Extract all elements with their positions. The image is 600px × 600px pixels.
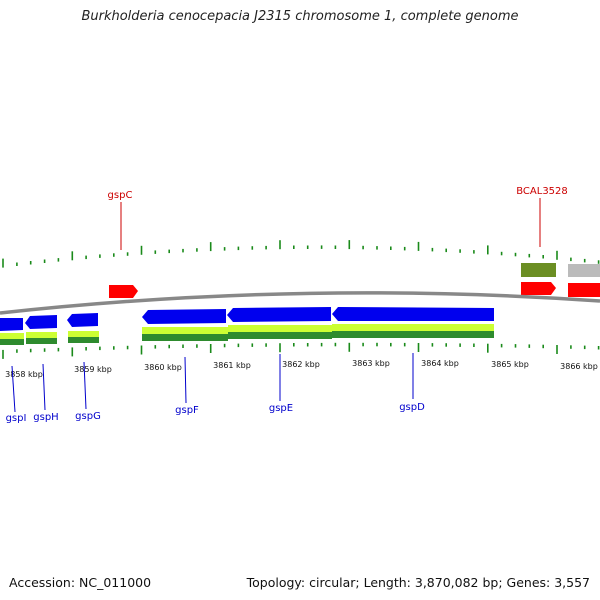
map-title: Burkholderia cenocepacia J2315 chromosom… (81, 9, 519, 24)
label-gspC[interactable]: gspC (108, 190, 133, 201)
cds-gspH-light[interactable] (26, 332, 57, 338)
cds-gspE-light[interactable] (228, 325, 332, 332)
kbp-scale-labels: 3858 kbp 3859 kbp 3860 kbp 3861 kbp 3862… (5, 359, 598, 379)
cds-gspG-light[interactable] (68, 331, 99, 337)
kbp-label: 3860 kbp (144, 363, 182, 372)
label-gspI[interactable]: gspI (6, 413, 27, 424)
label-gspE[interactable]: gspE (269, 403, 293, 414)
gene-gspG[interactable] (67, 313, 98, 327)
cds-next[interactable] (568, 264, 600, 277)
kbp-label: 3858 kbp (5, 370, 43, 379)
cds-gspE-dark[interactable] (228, 332, 332, 339)
forward-gene-row (109, 282, 600, 298)
topology-label: Topology: circular; Length: 3,870,082 bp… (246, 575, 590, 590)
label-gspF[interactable]: gspF (175, 405, 199, 416)
kbp-label: 3865 kbp (491, 360, 529, 369)
cds-gspI-dark[interactable] (0, 339, 24, 345)
genome-backbone (0, 291, 600, 315)
cds-gspD-dark[interactable] (332, 331, 494, 338)
cds-gspG-dark[interactable] (68, 337, 99, 343)
gene-gspC[interactable] (109, 285, 138, 298)
reverse-gene-row (0, 307, 494, 331)
cds-gspH-dark[interactable] (26, 338, 57, 344)
gene-gspI[interactable] (0, 318, 23, 331)
reverse-gene-callouts: gspI gspH gspG gspF gspE gspD (6, 353, 425, 424)
forward-cds-row (521, 263, 600, 277)
cds-gspI-light[interactable] (0, 333, 24, 339)
label-BCAL3528[interactable]: BCAL3528 (516, 186, 568, 197)
cds-BCAL3528[interactable] (521, 263, 556, 277)
kbp-label: 3866 kbp (560, 362, 598, 371)
kbp-label: 3863 kbp (352, 359, 390, 368)
kbp-label: 3859 kbp (74, 365, 112, 374)
label-gspH[interactable]: gspH (33, 412, 58, 423)
label-gspG[interactable]: gspG (75, 411, 101, 422)
gene-gspE[interactable] (227, 307, 331, 322)
cds-gspF-dark[interactable] (142, 334, 228, 341)
label-gspD[interactable]: gspD (399, 402, 425, 413)
gene-BCAL3528[interactable] (521, 282, 556, 295)
gene-gspD[interactable] (332, 307, 494, 321)
accession-label: Accession: NC_011000 (9, 575, 152, 590)
tick-marks-lower (2, 342, 600, 359)
reverse-cds-row (0, 324, 494, 345)
gene-next[interactable] (568, 283, 600, 297)
kbp-label: 3861 kbp (213, 361, 251, 370)
kbp-label: 3862 kbp (282, 360, 320, 369)
cds-gspF-light[interactable] (142, 327, 228, 334)
tick-marks-upper (2, 240, 600, 268)
gene-gspF[interactable] (142, 309, 226, 324)
cds-gspD-light[interactable] (332, 324, 494, 331)
gene-gspH[interactable] (25, 315, 57, 329)
forward-gene-callouts: gspC BCAL3528 (108, 186, 568, 250)
kbp-label: 3864 kbp (421, 359, 459, 368)
